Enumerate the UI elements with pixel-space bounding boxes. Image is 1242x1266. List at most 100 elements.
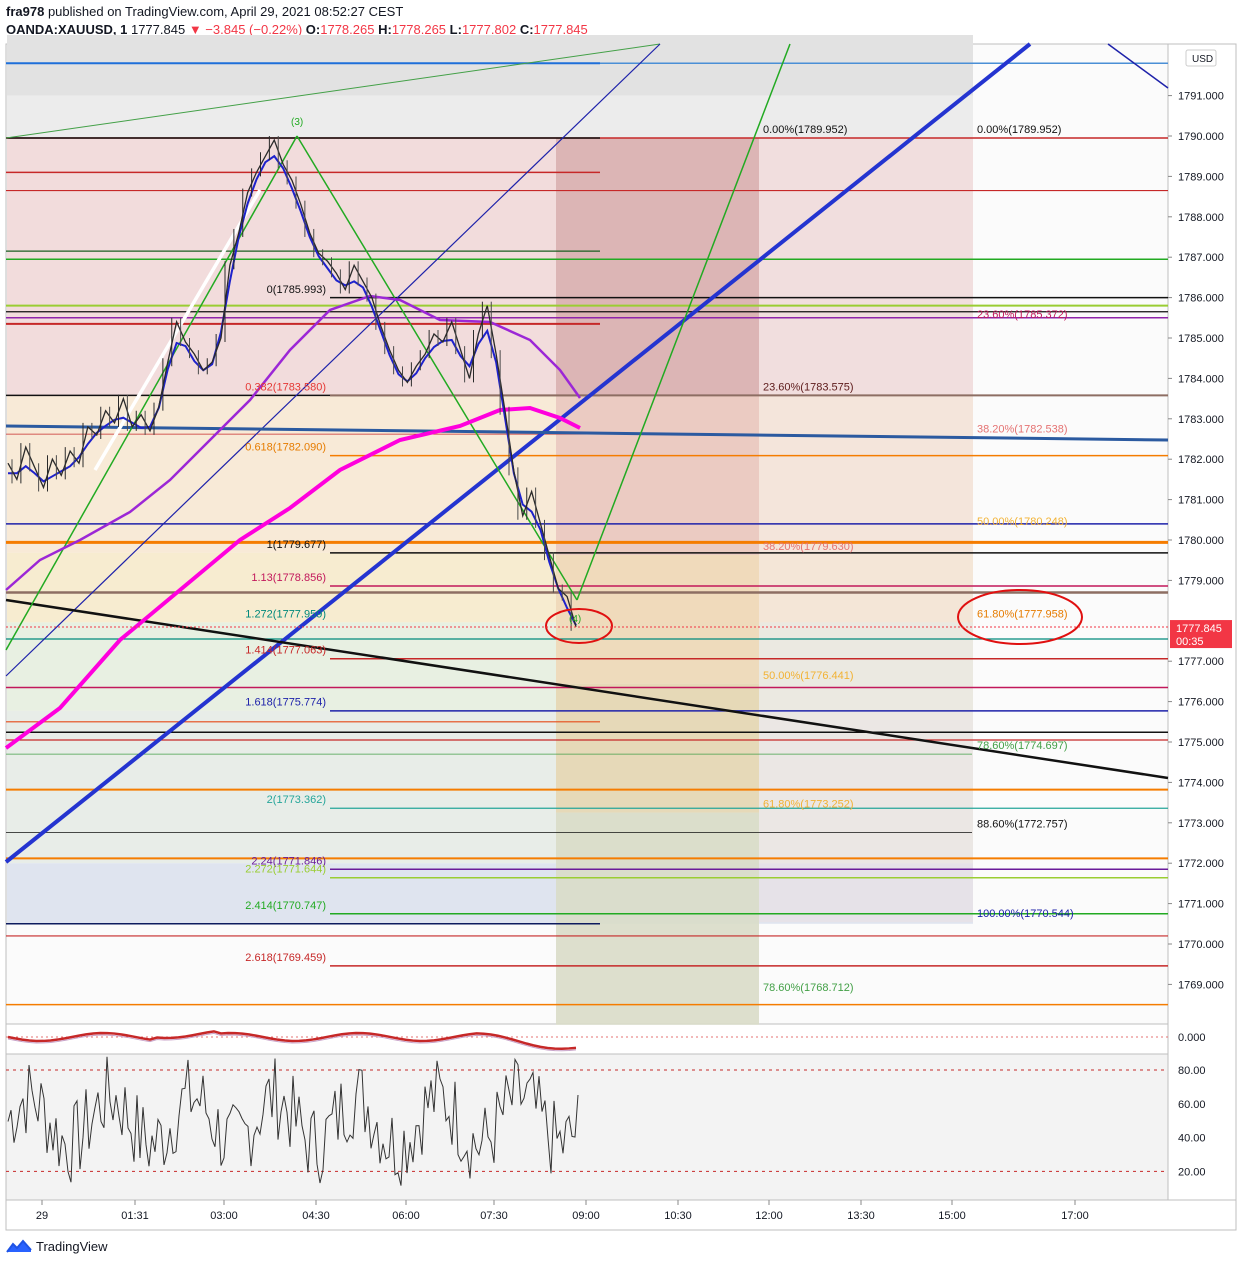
low-value: 1777.802 [461, 22, 517, 37]
fib-zone [7, 35, 973, 96]
y-tick-label: 1785.000 [1178, 333, 1224, 345]
x-tick-label: 03:00 [210, 1210, 238, 1222]
open-value: 1778.265 [320, 22, 375, 37]
y-tick-label: 1783.000 [1178, 414, 1224, 426]
fib-retrace-mid-label: 78.60%(1768.712) [763, 982, 854, 994]
fib-zone [7, 95, 973, 139]
y-tick-label: 1775.000 [1178, 737, 1224, 749]
y-tick-label: 1772.000 [1178, 858, 1224, 870]
y-tick-label: 1782.000 [1178, 454, 1224, 466]
fib-retrace-right-label: 61.80%(1777.958) [977, 608, 1068, 620]
macd-tick-label: 0.000 [1178, 1032, 1206, 1044]
fib-ext-label: 2(1773.362) [267, 794, 326, 806]
y-tick-label: 1771.000 [1178, 899, 1224, 911]
moving-average-blue [8, 154, 577, 626]
close-label: C: [519, 22, 534, 37]
y-tick-label: 1786.000 [1178, 293, 1224, 305]
retrace-zone-right [759, 138, 973, 923]
y-tick-label: 1788.000 [1178, 212, 1224, 224]
rsi-pane [5, 1053, 1169, 1201]
fib-ext-label: 0.618(1782.090) [245, 442, 326, 454]
fib-retrace-right-label: 100.00%(1770.544) [977, 908, 1074, 920]
fib-retrace-right-label: 78.60%(1774.697) [977, 740, 1068, 752]
y-tick-label: 1781.000 [1178, 495, 1224, 507]
fib-ext-label: 2.414(1770.747) [245, 900, 326, 912]
high-label: H: [378, 22, 392, 37]
x-tick-label: 29 [36, 1210, 48, 1222]
x-tick-label: 10:30 [664, 1210, 692, 1222]
retrace-zone [556, 138, 759, 396]
fib-retrace-right-label: 23.60%(1785.372) [977, 309, 1068, 321]
trend-line-black [5, 598, 1169, 780]
retrace-zone [556, 812, 759, 1025]
x-tick-label: 13:30 [847, 1210, 875, 1222]
last-price-tag [1170, 620, 1232, 649]
fib-ext-label: 0.382(1783.580) [245, 381, 326, 393]
x-tick-label: 12:00 [755, 1210, 783, 1222]
moving-average-purple [5, 294, 582, 591]
fib-retrace-right-label: 50.00%(1780.248) [977, 516, 1068, 528]
rsi-tick-label: 40.00 [1178, 1133, 1206, 1145]
x-tick-label: 15:00 [938, 1210, 966, 1222]
wave-up-line [5, 135, 298, 651]
footer-brand[interactable]: TradingView [6, 1238, 108, 1254]
trend-line-white [93, 189, 262, 471]
fib-ext-label: 2.618(1769.459) [245, 952, 326, 964]
low-label: L: [449, 22, 462, 37]
y-tick-label: 1787.000 [1178, 252, 1224, 264]
fib-ext-label: 2.272(1771.644) [245, 864, 326, 876]
rsi-tick-label: 80.00 [1178, 1065, 1206, 1077]
macd-line [7, 1030, 577, 1050]
high-value: 1778.265 [391, 22, 447, 37]
highlight-circle-fib [957, 589, 1083, 645]
rsi-line [7, 1056, 579, 1186]
wave-down-line [296, 135, 578, 601]
wave-projection-line [576, 43, 791, 601]
trend-line-blue [4, 42, 1032, 864]
y-tick-label: 1770.000 [1178, 939, 1224, 951]
fib-ext-label: 0(1785.993) [267, 284, 326, 296]
y-tick-label: 1779.000 [1178, 575, 1224, 587]
rsi-tick-label: 60.00 [1178, 1099, 1206, 1111]
symbol-line: OANDA:XAUUSD, 1 1777.845 ▼ −3.845 (−0.22… [6, 22, 588, 37]
fib-ext-label: 1.13(1778.856) [251, 572, 326, 584]
time-scale [5, 1199, 1237, 1231]
fib-retrace-right-label: 38.20%(1782.538) [977, 423, 1068, 435]
fib-retrace-mid-label: 38.20%(1779.630) [763, 541, 854, 553]
fib-ext-label: 1.272(1777.959) [245, 608, 326, 620]
y-tick-label: 1784.000 [1178, 373, 1224, 385]
x-tick-label: 07:30 [480, 1210, 508, 1222]
last-price-label: 1777.845 [1176, 623, 1222, 635]
y-tick-label: 1773.000 [1178, 818, 1224, 830]
y-tick-label: 1791.000 [1178, 91, 1224, 103]
publisher-name[interactable]: fra978 [6, 4, 45, 19]
publish-line: fra978 published on TradingView.com, Apr… [6, 4, 403, 19]
rsi-tick-label: 20.00 [1178, 1166, 1206, 1178]
moving-average-pink [4, 405, 581, 750]
close-value: 1777.845 [533, 22, 588, 37]
retrace-zone [556, 554, 759, 684]
price-line [7, 138, 577, 628]
channel-line [5, 43, 661, 677]
fib-retrace-right-label: 88.60%(1772.757) [977, 819, 1068, 831]
trend-line-corner [1107, 43, 1169, 89]
published-text: published on TradingView.com, April 29, … [47, 4, 404, 19]
footer-brand-label: TradingView [36, 1238, 108, 1254]
highlight-circle-wave-4 [545, 608, 613, 644]
x-tick-label: 09:00 [572, 1210, 600, 1222]
symbol-label[interactable]: OANDA:XAUUSD, 1 [6, 22, 128, 37]
fib-ext-label: 1(1779.677) [267, 539, 326, 551]
trend-line-steel [5, 424, 1169, 442]
fib-zone [7, 138, 973, 396]
wave-label-3: (3) [291, 117, 303, 128]
last-price: 1777.845 [130, 22, 186, 37]
fib-retrace-mid-label: 50.00%(1776.441) [763, 670, 854, 682]
x-tick-label: 06:00 [392, 1210, 420, 1222]
x-tick-label: 04:30 [302, 1210, 330, 1222]
fib-ext-label: 2.24(1771.846) [251, 855, 326, 867]
countdown-label: 00:35 [1176, 636, 1204, 648]
fib-retrace-right-label: 0.00%(1789.952) [977, 124, 1061, 136]
y-tick-label: 1774.000 [1178, 777, 1224, 789]
y-tick-label: 1780.000 [1178, 535, 1224, 547]
